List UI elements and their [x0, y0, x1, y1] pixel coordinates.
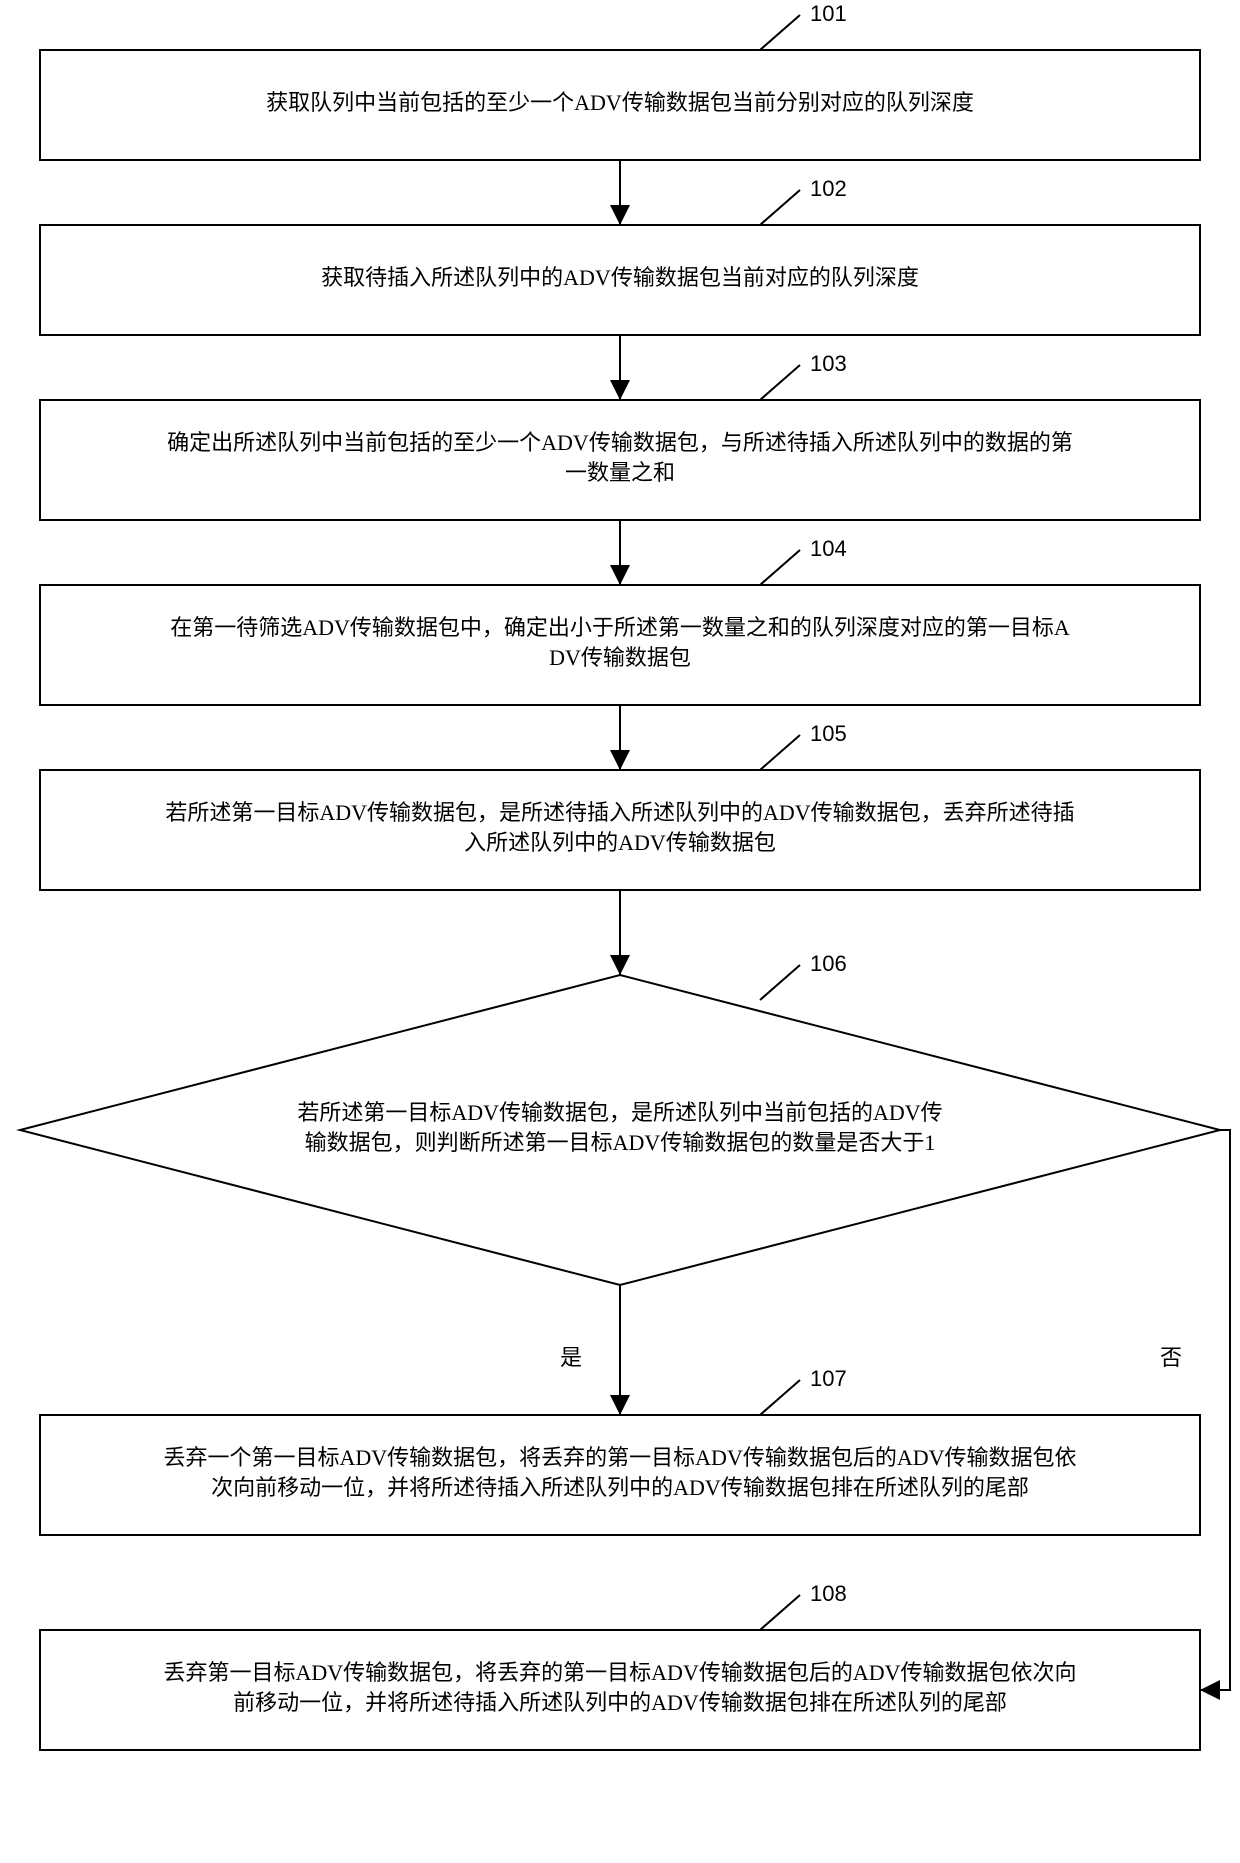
leader-line [760, 550, 800, 585]
step-number: 107 [810, 1366, 847, 1391]
step-text: 丢弃一个第一目标ADV传输数据包，将丢弃的第一目标ADV传输数据包后的ADV传输… [164, 1445, 1077, 1470]
leader-line [760, 365, 800, 400]
step-text: DV传输数据包 [549, 645, 691, 670]
step-number: 103 [810, 351, 847, 376]
step-text: 输数据包，则判断所述第一目标ADV传输数据包的数量是否大于1 [305, 1130, 936, 1155]
step-text: 若所述第一目标ADV传输数据包，是所述待插入所述队列中的ADV传输数据包，丢弃所… [165, 800, 1074, 825]
branch-label: 否 [1160, 1345, 1182, 1370]
step-text: 次向前移动一位，并将所述待插入所述队列中的ADV传输数据包排在所述队列的尾部 [211, 1475, 1029, 1500]
leader-line [760, 15, 800, 50]
step-text: 丢弃第一目标ADV传输数据包，将丢弃的第一目标ADV传输数据包后的ADV传输数据… [164, 1660, 1077, 1685]
step-text: 入所述队列中的ADV传输数据包 [464, 830, 776, 855]
step-text: 确定出所述队列中当前包括的至少一个ADV传输数据包，与所述待插入所述队列中的数据… [167, 430, 1073, 455]
step-number: 101 [810, 1, 847, 26]
step-number: 106 [810, 951, 847, 976]
step-text: 获取待插入所述队列中的ADV传输数据包当前对应的队列深度 [321, 265, 919, 290]
leader-line [760, 965, 800, 1000]
step-number: 104 [810, 536, 847, 561]
leader-line [760, 1595, 800, 1630]
step-number: 102 [810, 176, 847, 201]
branch-label: 是 [560, 1345, 582, 1370]
leader-line [760, 190, 800, 225]
step-text: 在第一待筛选ADV传输数据包中，确定出小于所述第一数量之和的队列深度对应的第一目… [170, 615, 1070, 640]
step-text: 若所述第一目标ADV传输数据包，是所述队列中当前包括的ADV传 [297, 1100, 942, 1125]
step-text: 前移动一位，并将所述待插入所述队列中的ADV传输数据包排在所述队列的尾部 [233, 1690, 1007, 1715]
arrow [1200, 1130, 1230, 1690]
step-number: 108 [810, 1581, 847, 1606]
leader-line [760, 1380, 800, 1415]
step-text: 一数量之和 [565, 460, 675, 485]
flowchart: 获取队列中当前包括的至少一个ADV传输数据包当前分别对应的队列深度 101 获取待插… [0, 0, 1240, 1863]
step-number: 105 [810, 721, 847, 746]
step-text: 获取队列中当前包括的至少一个ADV传输数据包当前分别对应的队列深度 [266, 90, 974, 115]
leader-line [760, 735, 800, 770]
